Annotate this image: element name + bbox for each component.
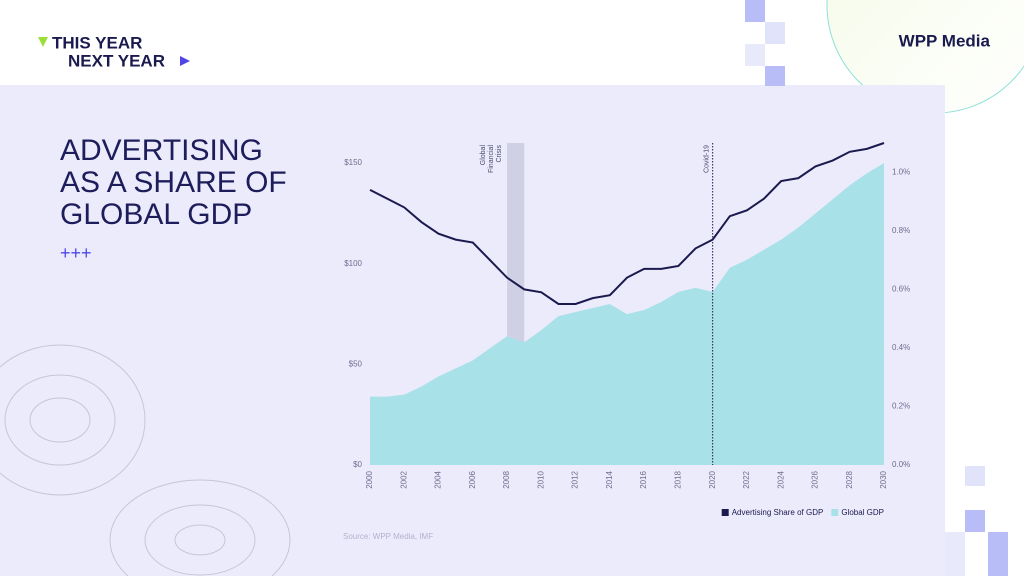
x-tick-label: 2018 xyxy=(674,470,683,488)
x-tick-label: 2026 xyxy=(811,470,820,488)
x-tick-label: 2028 xyxy=(845,470,854,488)
region-label: Global xyxy=(480,145,487,166)
x-tick-label: 2006 xyxy=(468,470,477,488)
legend-swatch xyxy=(831,509,839,516)
legend-label: Global GDP xyxy=(841,508,884,517)
x-tick-label: 2024 xyxy=(776,470,785,488)
source: Source: WPP Media, IMF xyxy=(343,532,433,541)
x-tick-label: 2020 xyxy=(708,470,717,488)
brand: WPP Media xyxy=(899,31,991,50)
region-label: Financial xyxy=(488,145,495,173)
region-label: Crisis xyxy=(496,145,503,163)
legend-swatch xyxy=(721,509,729,516)
logo-text: NEXT YEAR xyxy=(68,51,165,70)
x-tick-label: 2030 xyxy=(879,470,888,488)
logo-arrow xyxy=(38,37,48,47)
x-tick-label: 2010 xyxy=(536,470,545,488)
y2-tick-label: 0.2% xyxy=(892,402,910,411)
x-tick-label: 2008 xyxy=(502,470,511,488)
y2-tick-label: 0.8% xyxy=(892,226,910,235)
logo-arrow xyxy=(180,56,190,66)
y-tick-label: $50 xyxy=(349,359,363,368)
deco-contours xyxy=(0,344,291,576)
title: AS A SHARE OF xyxy=(60,166,287,199)
decoration: +++ xyxy=(60,243,92,263)
y2-tick-label: 0.0% xyxy=(892,460,910,469)
x-tick-label: 2016 xyxy=(639,470,648,488)
chart: Global Financial Crisis Covid-19 $0 $50 $100 $1… xyxy=(344,142,910,517)
y-tick-label: $0 xyxy=(353,460,362,469)
y2-tick-label: 1.0% xyxy=(892,167,910,176)
line xyxy=(369,142,885,305)
x-tick-label: 2000 xyxy=(365,470,374,488)
logo-text: THIS YEAR xyxy=(52,33,142,52)
deco-squares xyxy=(745,0,1008,576)
y2-tick-label: 0.6% xyxy=(892,284,910,293)
x-tick-label: 2002 xyxy=(399,470,408,488)
y-tick-label: $100 xyxy=(344,259,362,268)
legend-label: Advertising Share of GDP xyxy=(732,508,824,517)
x-tick-label: 2004 xyxy=(434,470,443,488)
y2-tick-label: 0.4% xyxy=(892,343,910,352)
x-tick-label: 2014 xyxy=(605,470,614,488)
title: GLOBAL GDP xyxy=(60,198,252,231)
y-tick-label: $150 xyxy=(344,158,362,167)
title: ADVERTISING xyxy=(60,134,263,167)
area xyxy=(370,163,884,465)
annotation-label: Covid-19 xyxy=(704,145,711,173)
x-tick-label: 2022 xyxy=(742,470,751,488)
x-tick-label: 2012 xyxy=(571,470,580,488)
